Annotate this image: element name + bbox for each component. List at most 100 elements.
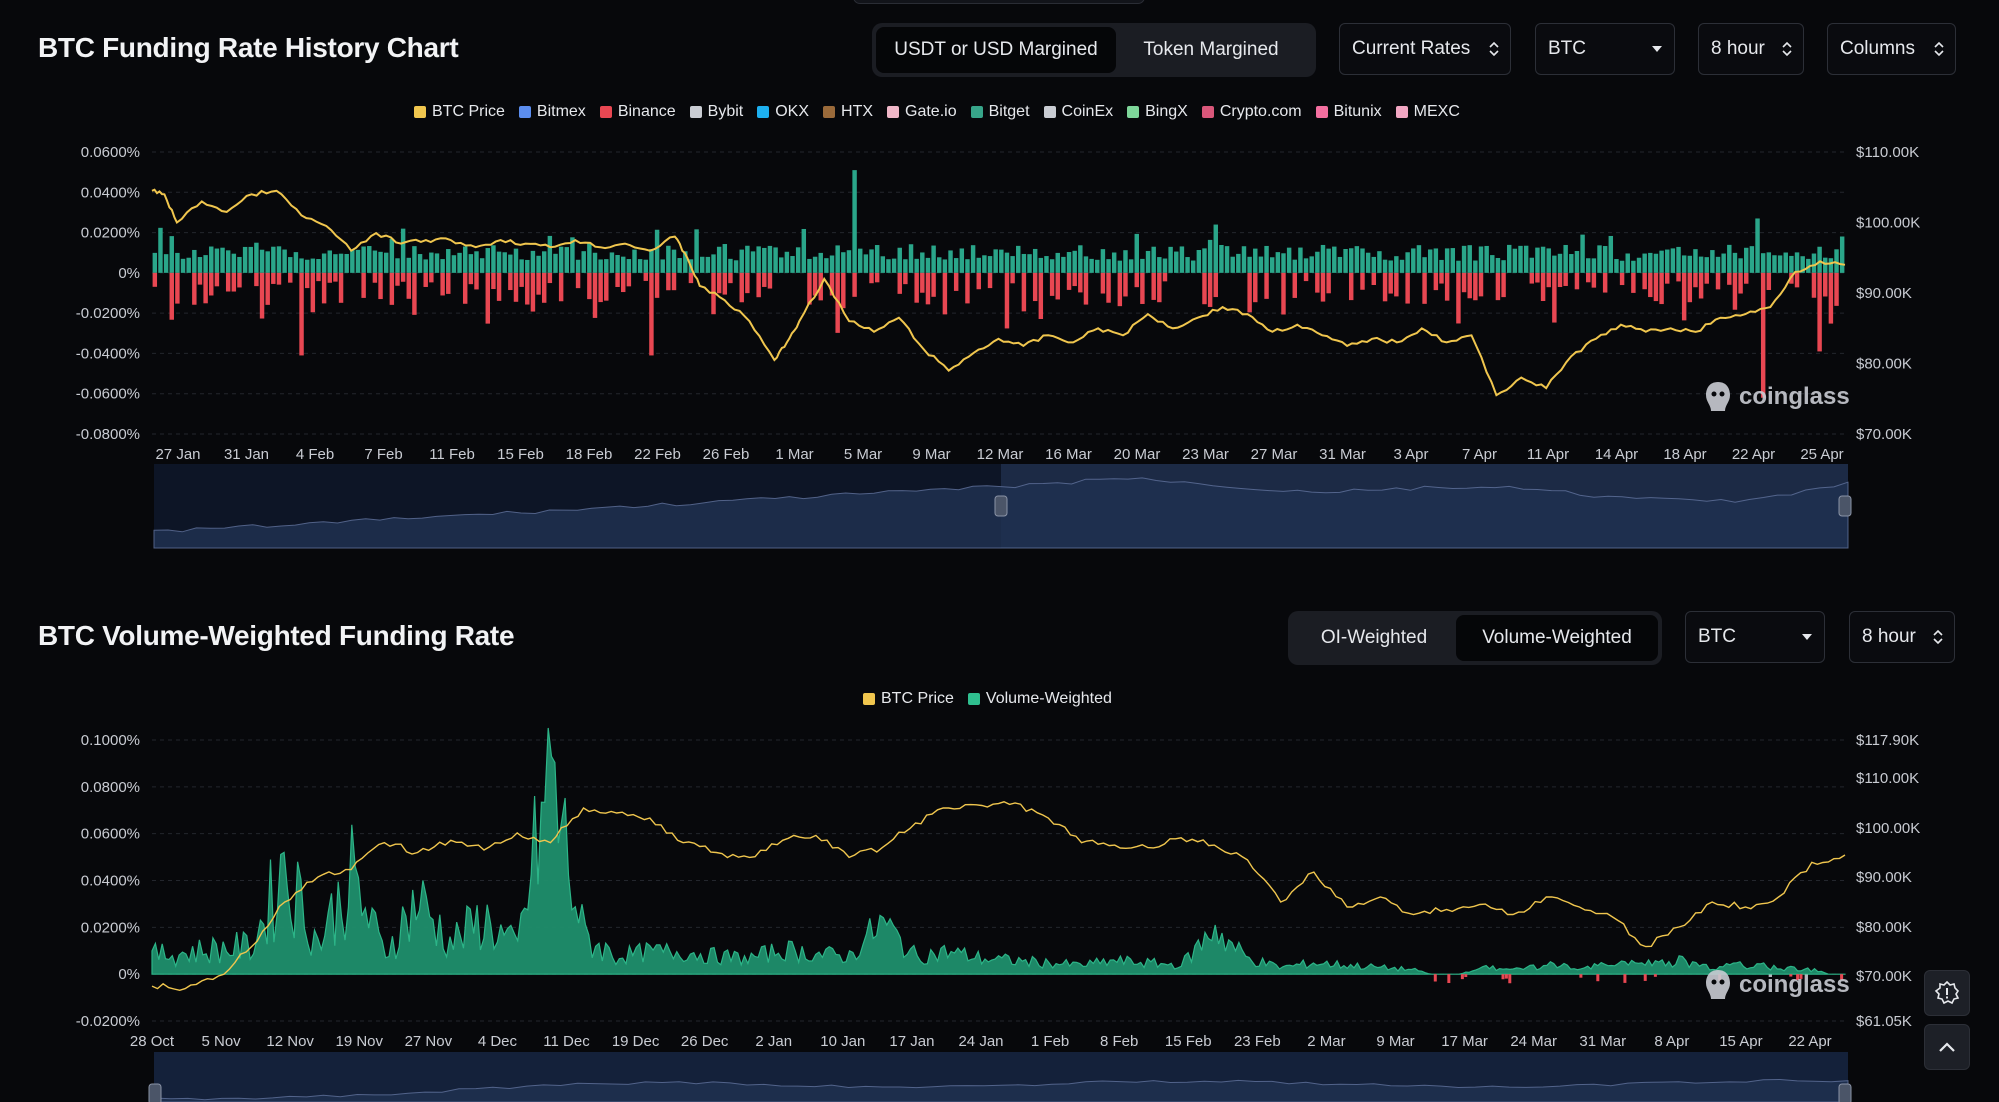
funding-bar-negative	[1371, 272, 1377, 285]
legend-item-bybit[interactable]: Bybit	[689, 103, 743, 121]
funding-bar-positive	[1292, 259, 1297, 273]
funding-bar-positive	[1467, 245, 1472, 273]
scroll-top-button[interactable]	[1924, 1024, 1970, 1070]
funding-bar-positive	[395, 258, 400, 273]
funding-bar-negative	[1123, 272, 1128, 297]
legend-swatch	[414, 106, 426, 118]
funding-bar-positive	[1309, 256, 1314, 273]
legend-item-coinex[interactable]: CoinEx	[1043, 103, 1113, 121]
legend-item-crypto-com[interactable]: Crypto.com	[1201, 103, 1302, 121]
funding-bar-positive	[519, 259, 524, 273]
volume-weighted-tab[interactable]: Volume-Weighted	[1456, 615, 1658, 661]
x-tick-label: 12 Mar	[977, 446, 1024, 463]
funding-bar-positive	[1828, 258, 1834, 273]
funding-bar-negative	[491, 272, 496, 290]
funding-bar-positive	[1326, 248, 1331, 273]
funding-bar-negative	[1162, 272, 1168, 282]
funding-bar-negative	[1049, 272, 1055, 296]
funding-bar-negative	[169, 272, 174, 320]
funding-bar-positive	[807, 258, 812, 273]
funding-bar-negative	[1083, 272, 1089, 305]
coin-select[interactable]: BTC	[1535, 23, 1675, 75]
funding-bar-positive	[1236, 253, 1241, 273]
legend-item-htx[interactable]: HTX	[823, 103, 873, 121]
y-right-tick-label: $100.00K	[1856, 820, 1920, 837]
funding-bar-negative	[1535, 272, 1540, 283]
funding-bar-positive	[886, 259, 891, 273]
funding-bar-positive	[265, 251, 270, 273]
funding-bar-positive	[1772, 255, 1777, 273]
funding-bar-positive	[1777, 255, 1783, 273]
funding-bar-negative	[575, 272, 581, 289]
funding-bar-positive	[389, 238, 395, 273]
legend-item-bingx[interactable]: BingX	[1127, 103, 1188, 121]
interval-select-2[interactable]: 8 hour	[1849, 611, 1955, 663]
funding-bar-positive	[660, 259, 665, 273]
funding-bar-negative	[1591, 272, 1597, 288]
interval-select[interactable]: 8 hour	[1698, 23, 1804, 75]
funding-bar-negative	[931, 272, 936, 297]
navigator-handle	[1838, 495, 1852, 517]
token-margined-tab[interactable]: Token Margined	[1143, 39, 1279, 60]
funding-bar-positive	[355, 249, 361, 273]
usdt-margined-tab[interactable]: USDT or USD Margined	[876, 27, 1116, 73]
funding-bar-negative	[1106, 272, 1111, 303]
y-tick-label: 0.0400%	[81, 184, 140, 201]
funding-bar-positive	[1061, 256, 1066, 273]
legend-item-okx[interactable]: OKX	[757, 103, 809, 121]
funding-bar-negative	[265, 272, 270, 305]
funding-bar-positive	[1557, 253, 1563, 273]
y-tick-label: 0%	[118, 966, 140, 983]
chart1-title: BTC Funding Rate History Chart	[38, 32, 459, 63]
view-select[interactable]: Columns	[1827, 23, 1956, 75]
funding-bar-negative	[953, 272, 959, 291]
funding-bar-negative	[1619, 272, 1625, 286]
funding-bar-negative	[536, 272, 541, 295]
funding-bar-negative	[897, 272, 902, 294]
legend-item-btc-price[interactable]: BTC Price	[863, 690, 954, 708]
funding-bar-positive	[1704, 257, 1709, 273]
funding-bar-positive	[1315, 251, 1320, 273]
rates-select[interactable]: Current Rates	[1339, 23, 1511, 75]
funding-bar-positive	[965, 259, 970, 273]
feedback-button[interactable]	[1924, 970, 1970, 1016]
y-right-tick-label: $100.00K	[1856, 215, 1920, 232]
legend-item-bitget[interactable]: Bitget	[970, 103, 1030, 121]
coin-select-2-value: BTC	[1698, 626, 1736, 647]
funding-bar-positive	[1089, 258, 1094, 273]
legend-item-binance[interactable]: Binance	[599, 103, 676, 121]
funding-bar-positive	[1405, 252, 1410, 273]
funding-bar-negative	[440, 272, 445, 296]
legend-swatch	[757, 106, 770, 118]
funding-bar-negative	[762, 272, 767, 287]
funding-bar-negative	[841, 272, 846, 309]
legend-item-gate-io[interactable]: Gate.io	[887, 103, 957, 121]
legend-item-mexc[interactable]: MEXC	[1395, 103, 1460, 121]
funding-bar-positive	[575, 259, 581, 273]
funding-bar-positive	[1044, 256, 1049, 273]
funding-bar-positive	[1676, 246, 1681, 273]
oi-weighted-tab[interactable]: OI-Weighted	[1320, 627, 1428, 648]
funding-bar-positive	[1157, 257, 1162, 273]
funding-bar-positive	[1540, 246, 1546, 273]
legend-swatch	[599, 106, 612, 118]
coin-select-2[interactable]: BTC	[1685, 611, 1825, 663]
funding-bar-positive	[824, 258, 829, 273]
funding-bar-positive	[937, 257, 942, 273]
x-tick-label: 1 Feb	[1031, 1033, 1069, 1050]
funding-bar-positive	[1456, 260, 1461, 273]
funding-bar-positive	[790, 256, 795, 273]
funding-bar-negative	[1760, 272, 1766, 398]
legend-item-bitunix[interactable]: Bitunix	[1315, 103, 1382, 121]
x-tick-label: 26 Dec	[681, 1033, 729, 1050]
funding-bar-positive	[908, 244, 914, 273]
funding-bar-positive	[654, 229, 660, 273]
legend-item-volume-weighted[interactable]: Volume-Weighted	[967, 690, 1112, 708]
funding-bar-negative	[626, 272, 632, 287]
funding-bar-negative	[649, 272, 654, 356]
funding-bar-positive	[1642, 253, 1647, 273]
funding-bar-negative	[1811, 272, 1817, 298]
funding-bar-negative	[1557, 272, 1563, 288]
legend-item-bitmex[interactable]: Bitmex	[518, 103, 586, 121]
legend-item-btc-price[interactable]: BTC Price	[414, 103, 505, 121]
